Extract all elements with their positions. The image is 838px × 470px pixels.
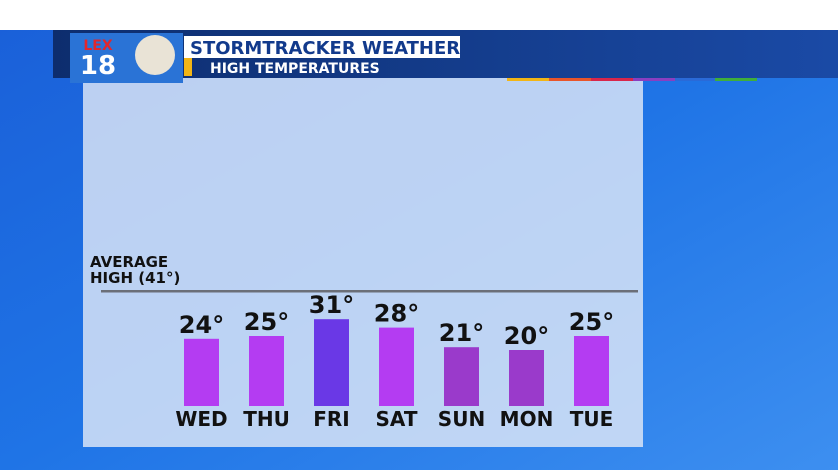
value-label: 24° bbox=[179, 311, 224, 339]
reference-label: AVERAGE bbox=[90, 253, 168, 271]
bar bbox=[314, 319, 349, 406]
bar bbox=[444, 347, 479, 406]
category-label: MON bbox=[500, 407, 554, 431]
value-label: 28° bbox=[374, 300, 419, 328]
value-label: 31° bbox=[309, 291, 354, 319]
logo-tower bbox=[135, 35, 175, 75]
chart-panel bbox=[83, 78, 643, 447]
title-box bbox=[184, 36, 460, 58]
stripe bbox=[507, 78, 549, 81]
category-label: SUN bbox=[438, 407, 485, 431]
bar bbox=[509, 350, 544, 406]
logo-text: 18 bbox=[80, 51, 116, 81]
bar bbox=[249, 336, 284, 406]
logo-text: LEX bbox=[83, 38, 112, 54]
stripe bbox=[715, 78, 757, 81]
bar bbox=[184, 338, 219, 406]
reference-label: HIGH (41°) bbox=[90, 269, 180, 287]
bar bbox=[574, 336, 609, 406]
chart-subtitle: HIGH TEMPERATURES bbox=[210, 61, 380, 77]
stripe bbox=[633, 78, 675, 81]
subtitle-accent bbox=[184, 58, 192, 76]
stripe bbox=[591, 78, 633, 81]
category-label: THU bbox=[243, 407, 290, 431]
value-label: 21° bbox=[439, 319, 484, 347]
chart-title: STORMTRACKER WEATHER bbox=[190, 38, 460, 59]
value-label: 25° bbox=[569, 308, 614, 336]
bar bbox=[379, 327, 414, 406]
stripe bbox=[675, 78, 715, 81]
category-label: SAT bbox=[376, 407, 418, 431]
value-label: 20° bbox=[504, 322, 549, 350]
value-label: 25° bbox=[244, 308, 289, 336]
stripe bbox=[549, 78, 591, 81]
category-label: FRI bbox=[313, 407, 350, 431]
category-label: WED bbox=[175, 407, 227, 431]
top-strip bbox=[0, 0, 838, 30]
category-label: TUE bbox=[570, 407, 614, 431]
